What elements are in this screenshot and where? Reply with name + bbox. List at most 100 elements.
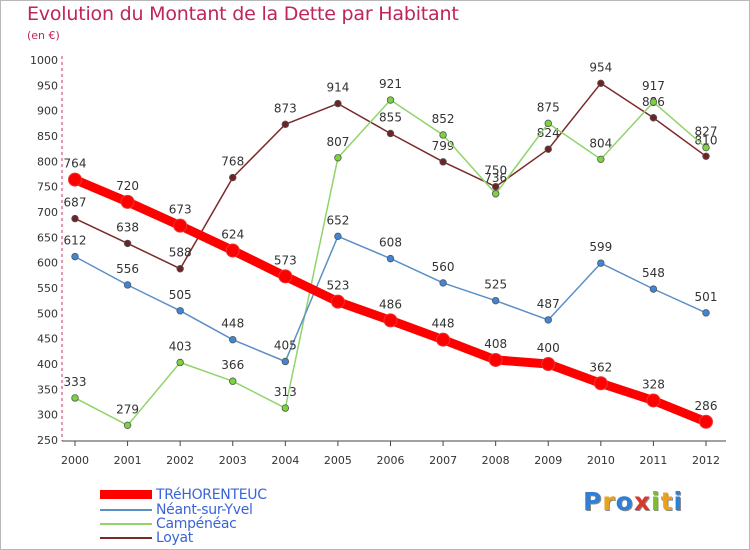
data-point: [71, 394, 79, 402]
x-tick-label: 2004: [271, 454, 299, 467]
y-tick-label: 600: [37, 257, 58, 270]
y-tick-label: 450: [37, 333, 58, 346]
x-tick-label: 2005: [324, 454, 352, 467]
data-label: 400: [537, 341, 560, 355]
data-label: 827: [695, 125, 718, 139]
data-point: [544, 145, 552, 153]
x-tick-label: 2006: [377, 454, 405, 467]
data-label: 624: [221, 228, 244, 242]
data-label: 764: [64, 157, 87, 171]
y-tick-label: 650: [37, 231, 58, 244]
x-tick-label: 2011: [639, 454, 667, 467]
data-label: 448: [221, 317, 244, 331]
data-point: [123, 421, 132, 430]
logo-letter: r: [602, 487, 616, 516]
logo-letter: o: [615, 487, 634, 516]
data-point: [334, 232, 342, 241]
y-tick-label: 700: [37, 206, 58, 219]
data-point: [597, 155, 605, 164]
chart-axes: [61, 56, 726, 442]
data-label: 768: [221, 155, 244, 169]
data-point: [176, 265, 184, 273]
series-0: 764 720 673 624 573 523 486 448 408 400 362 328 286: [64, 157, 718, 429]
data-point: [491, 190, 500, 198]
data-point: [71, 252, 79, 261]
data-point: [229, 377, 237, 385]
data-label: 286: [695, 399, 718, 413]
legend-item: Campénéac: [100, 515, 237, 532]
data-label: 720: [116, 179, 139, 193]
data-label: 560: [432, 260, 455, 274]
data-label: 548: [642, 266, 665, 280]
data-label: 279: [116, 402, 139, 416]
legend-label: TRéHORENTEUC: [156, 486, 267, 503]
legend-label: Néant-sur-Yvel: [156, 501, 253, 518]
logo-letter: t: [660, 487, 674, 516]
data-label: 486: [379, 297, 402, 311]
data-label: 523: [326, 279, 349, 293]
data-point: [330, 294, 345, 309]
data-label: 487: [537, 297, 560, 311]
x-tick-label: 2000: [61, 454, 89, 467]
data-label: 638: [116, 220, 139, 234]
legend-item: Loyat: [100, 530, 193, 546]
data-label: 408: [484, 337, 507, 351]
x-tick-label: 2003: [219, 454, 247, 467]
data-point: [649, 98, 658, 106]
x-tick-label: 2009: [534, 454, 562, 467]
x-tick-label: 2002: [166, 454, 194, 467]
legend-label: Campénéac: [156, 515, 237, 532]
chart-subtitle: (en €): [27, 29, 60, 42]
data-point: [702, 309, 710, 317]
data-label: 448: [432, 317, 455, 331]
data-point: [173, 218, 188, 233]
data-point: [334, 99, 342, 108]
data-point: [120, 194, 135, 209]
y-tick-label: 900: [37, 105, 58, 118]
y-tick-label: 750: [37, 181, 58, 194]
data-label: 750: [484, 164, 507, 178]
proxiti-logo: Proxiti: [583, 487, 683, 516]
data-point: [597, 259, 605, 267]
legend-item: Néant-sur-Yvel: [100, 501, 253, 518]
data-point: [436, 332, 451, 347]
data-label: 673: [169, 203, 192, 217]
data-label: 313: [274, 385, 297, 399]
y-tick-label: 850: [37, 130, 58, 143]
data-point: [229, 173, 237, 182]
data-point: [123, 281, 132, 289]
data-label: 917: [642, 79, 665, 93]
data-point: [386, 96, 395, 104]
data-point: [702, 143, 710, 152]
data-point: [544, 119, 552, 128]
data-label: 810: [695, 133, 718, 147]
data-label: 405: [274, 338, 297, 352]
legend-item: TRéHORENTEUC: [100, 486, 267, 503]
x-tick-label: 2001: [114, 454, 142, 467]
data-label: 852: [432, 112, 455, 126]
data-point: [386, 254, 395, 263]
data-point: [68, 172, 82, 187]
y-tick-label: 950: [37, 79, 58, 92]
data-point: [491, 296, 500, 305]
data-label: 652: [326, 213, 349, 227]
data-label: 799: [432, 139, 455, 153]
data-point: [71, 214, 79, 223]
y-axis-ticks: 250 300 350 400 450 500 550 600 650 700 750 800 850 9…: [30, 54, 58, 447]
x-tick-label: 2007: [429, 454, 457, 467]
logo-letter: i: [673, 487, 684, 516]
data-label: 954: [589, 60, 612, 74]
data-point: [176, 307, 184, 315]
data-label: 612: [64, 234, 87, 248]
data-point: [281, 120, 290, 129]
y-tick-label: 800: [37, 155, 58, 168]
data-point: [229, 335, 237, 344]
data-label: 573: [274, 253, 297, 267]
data-point: [281, 404, 290, 412]
y-tick-label: 1000: [30, 54, 58, 67]
legend-swatch: [100, 508, 152, 511]
data-point: [491, 182, 500, 191]
series-3: 687638588768873914855799750824954886810: [64, 60, 718, 273]
y-tick-label: 300: [37, 409, 58, 422]
data-point: [649, 114, 658, 122]
